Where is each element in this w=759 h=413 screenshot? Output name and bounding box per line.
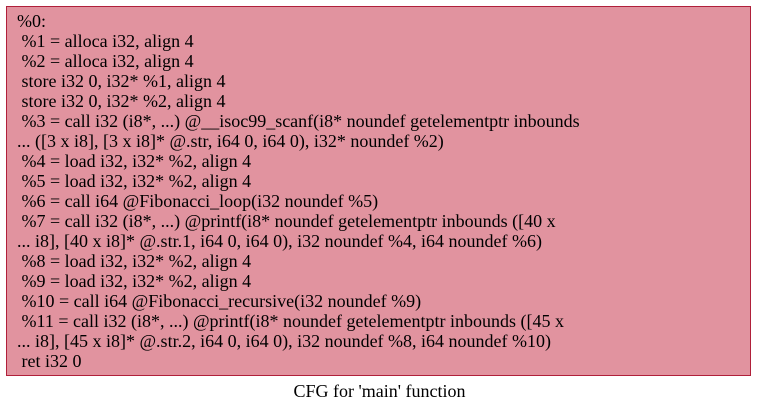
instruction-line: %6 = call i64 @Fibonacci_loop(i32 nounde… xyxy=(17,191,379,211)
instruction-line: store i32 0, i32* %1, align 4 xyxy=(17,71,226,91)
instruction-line: ... i8], [45 x i8]* @.str.2, i64 0, i64 … xyxy=(17,331,552,351)
instruction-line: %5 = load i32, i32* %2, align 4 xyxy=(17,171,252,191)
instruction-line: store i32 0, i32* %2, align 4 xyxy=(17,91,226,111)
instruction-line: %9 = load i32, i32* %2, align 4 xyxy=(17,271,252,291)
instruction-line: %11 = call i32 (i8*, ...) @printf(i8* no… xyxy=(17,311,564,331)
instruction-line: %2 = alloca i32, align 4 xyxy=(17,51,194,71)
instruction-line: ... ([3 x i8], [3 x i8]* @.str, i64 0, i… xyxy=(17,131,444,151)
instruction-line: %0: xyxy=(17,11,46,31)
instruction-line: ret i32 0 xyxy=(17,351,82,371)
instruction-line: %3 = call i32 (i8*, ...) @__isoc99_scanf… xyxy=(17,111,580,131)
instruction-line: %10 = call i64 @Fibonacci_recursive(i32 … xyxy=(17,291,422,311)
instruction-line: %8 = load i32, i32* %2, align 4 xyxy=(17,251,252,271)
caption: CFG for 'main' function xyxy=(293,381,466,401)
instruction-line: %4 = load i32, i32* %2, align 4 xyxy=(17,151,252,171)
instruction-line: %7 = call i32 (i8*, ...) @printf(i8* nou… xyxy=(17,211,556,231)
basic-block: %0: %1 = alloca i32, align 4 %2 = alloca… xyxy=(6,6,751,376)
instruction-line: ... i8], [40 x i8]* @.str.1, i64 0, i64 … xyxy=(17,231,543,251)
instruction-line: %1 = alloca i32, align 4 xyxy=(17,31,194,51)
